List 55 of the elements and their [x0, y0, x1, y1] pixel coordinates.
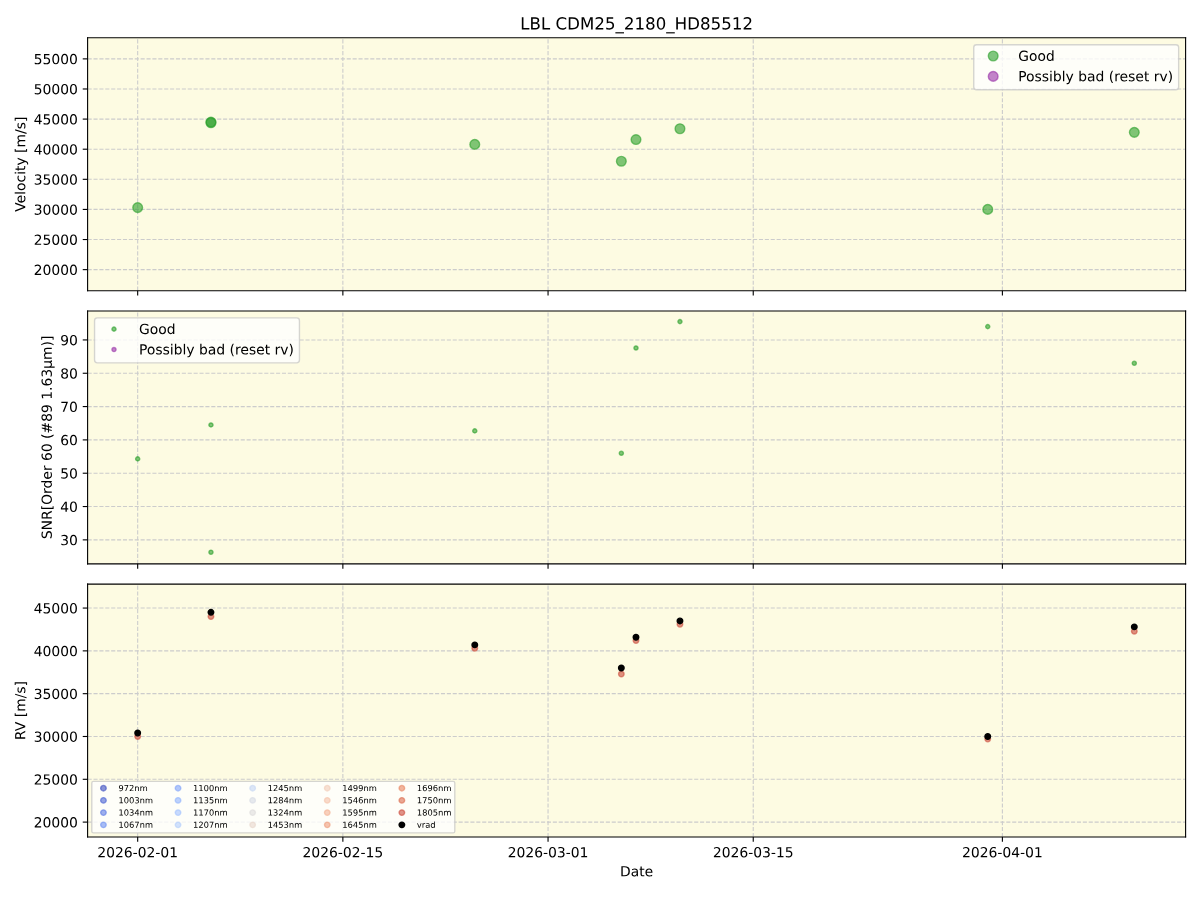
y-axis-title: Velocity [m/s] — [14, 117, 29, 212]
y-tick-label: 35000 — [34, 174, 77, 185]
x-tick-label: 2026-04-01 — [963, 846, 1042, 858]
y-tick-label: 45000 — [34, 114, 77, 125]
legend-label: 1595nm — [343, 809, 377, 816]
y-axis-title: SNR[Order 60 (#89 1.63μm)] — [41, 336, 55, 539]
chart-title: LBL CDM25_2180_HD85512 — [521, 17, 752, 34]
y-tick-label: 35000 — [34, 688, 77, 700]
y-axis-title: RV [m/s] — [14, 682, 28, 739]
legend-label: Good — [139, 323, 175, 335]
y-tick-label: 55000 — [34, 53, 77, 65]
legend-label: 1034nm — [119, 809, 153, 816]
x-tick-label: 2026-02-01 — [98, 846, 177, 858]
y-tick-label: 90 — [61, 334, 77, 346]
legend-label: 1805nm — [417, 809, 451, 816]
legend-label: 1546nm — [343, 797, 377, 804]
y-tick-label: 25000 — [34, 774, 77, 785]
x-axis-title: Date — [621, 866, 653, 877]
legend-label: 1003nm — [119, 797, 153, 804]
y-tick-label: 80 — [61, 368, 77, 379]
x-tick-label: 2026-03-01 — [508, 846, 588, 858]
y-tick-label: 60 — [61, 434, 77, 446]
legend-label: 1453nm — [268, 821, 302, 828]
legend-label: vrad — [417, 821, 435, 828]
legend-label: 972nm — [118, 784, 148, 792]
x-tick-label: 2026-02-15 — [303, 846, 383, 858]
x-tick-label: 2026-03-15 — [713, 846, 793, 858]
y-tick-label: 20000 — [34, 264, 77, 276]
y-tick-label: 40000 — [34, 645, 77, 657]
y-tick-label: 30000 — [34, 731, 77, 742]
y-tick-label: 30 — [61, 534, 77, 546]
legend-label: Possibly bad (reset rv) — [140, 343, 293, 358]
y-tick-label: 40000 — [34, 144, 77, 155]
legend-label: 1696nm — [417, 784, 451, 792]
y-tick-label: 30000 — [34, 204, 77, 215]
y-tick-label: 70 — [61, 401, 77, 413]
legend-label: 1170nm — [193, 809, 227, 816]
legend-label: Good — [1018, 50, 1054, 62]
y-tick-label: 50000 — [34, 83, 77, 95]
legend-label: 1207nm — [193, 821, 227, 828]
legend-label: 1645nm — [343, 821, 377, 828]
legend-label: 1750nm — [417, 797, 451, 804]
legend-label: Possibly bad (reset rv) — [1019, 70, 1172, 85]
legend-label: 1324nm — [268, 809, 302, 816]
y-tick-label: 50 — [61, 468, 77, 479]
y-tick-label: 20000 — [34, 817, 77, 828]
legend-label: 1135nm — [193, 797, 227, 804]
legend-label: 1245nm — [268, 784, 302, 792]
y-tick-label: 25000 — [34, 234, 77, 245]
legend-label: 1100nm — [193, 784, 227, 792]
y-tick-label: 45000 — [34, 603, 77, 614]
y-tick-label: 40 — [60, 501, 77, 513]
legend-label: 1067nm — [119, 821, 153, 828]
legend-label: 1499nm — [343, 784, 377, 792]
legend-label: 1284nm — [268, 797, 302, 804]
